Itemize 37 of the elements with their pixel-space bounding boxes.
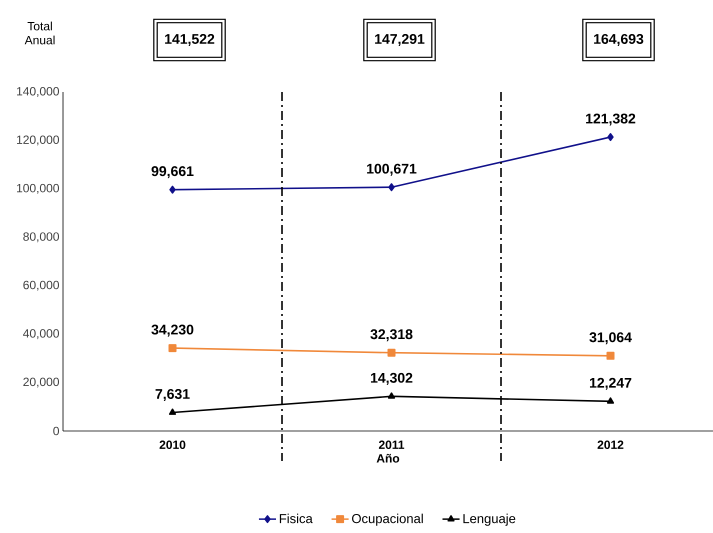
data-label: 121,382 bbox=[586, 114, 636, 126]
legend-label: Ocupacional bbox=[352, 514, 423, 526]
y-tick-label: 60,000 bbox=[23, 280, 60, 291]
data-label: 14,302 bbox=[370, 372, 412, 385]
data-label: 7,631 bbox=[156, 389, 190, 401]
point bbox=[168, 344, 177, 352]
x-tick-label: 2012 bbox=[598, 440, 624, 450]
point bbox=[168, 408, 176, 415]
point bbox=[388, 183, 395, 192]
point bbox=[169, 186, 176, 194]
text: 141,522 bbox=[165, 34, 214, 46]
y-tick-label: 120,000 bbox=[17, 135, 60, 146]
point bbox=[388, 392, 396, 399]
x-tick-label: 2010 bbox=[160, 440, 186, 450]
x-axis-title: Año bbox=[376, 454, 400, 463]
data-label: 99,661 bbox=[152, 166, 194, 178]
data-label: 100,671 bbox=[367, 164, 416, 176]
y-tick-label: 20,000 bbox=[23, 378, 60, 388]
point bbox=[606, 397, 614, 404]
text: 147,291 bbox=[375, 34, 424, 46]
point bbox=[388, 348, 396, 357]
x-tick-label: 2011 bbox=[378, 440, 404, 450]
legend-label: Lenguaje bbox=[463, 514, 516, 526]
y-tick-label: 80,000 bbox=[23, 232, 60, 242]
y-tick-label: 140,000 bbox=[17, 87, 60, 97]
y-tick-label: 40,000 bbox=[23, 329, 60, 340]
legend-label: Fisica bbox=[280, 514, 313, 524]
text: 164,693 bbox=[594, 34, 644, 46]
data-label: 31,064 bbox=[589, 332, 632, 344]
point bbox=[607, 133, 614, 142]
y-tick-label: 100,000 bbox=[17, 184, 60, 194]
point bbox=[606, 352, 615, 360]
text: Total Anual bbox=[24, 22, 55, 44]
data-label: 32,318 bbox=[370, 329, 412, 342]
y-tick-label: 0 bbox=[53, 426, 60, 436]
data-label: 12,247 bbox=[590, 378, 632, 390]
data-label: 34,230 bbox=[151, 324, 194, 337]
